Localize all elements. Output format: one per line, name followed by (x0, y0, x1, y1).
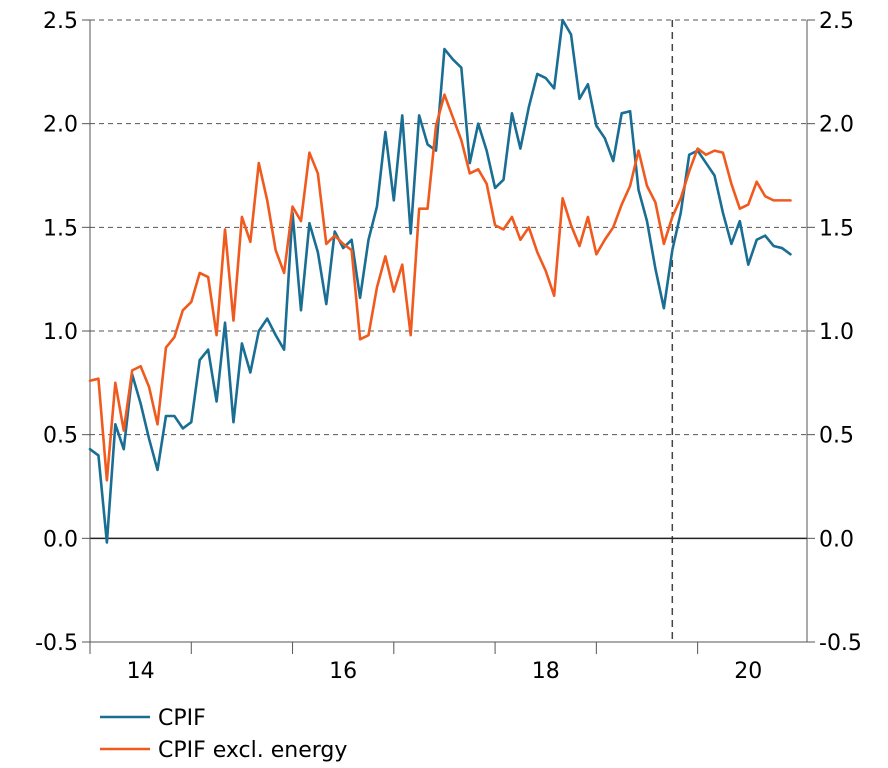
y-tick-label-left: 0.5 (43, 424, 78, 449)
y-tick-label-left: 1.0 (43, 320, 78, 345)
x-tick-label: 14 (127, 659, 155, 684)
y-tick-label-left: 1.5 (43, 216, 78, 241)
series-lines (88, 18, 792, 544)
y-tick-label-right: 2.0 (819, 113, 854, 138)
y-tick-label-left: 2.0 (43, 113, 78, 138)
y-tick-label-left: 0.0 (43, 527, 78, 552)
x-tick-label: 18 (532, 659, 560, 684)
y-tick-label-right: 0.0 (819, 527, 854, 552)
legend: CPIF CPIF excl. energy (100, 706, 347, 763)
tick-labels: 2.5 2.5 2.0 2.0 1.5 1.5 1.0 1.0 0.5 0.5 0.0 0.0 -0.5… (35, 9, 862, 684)
axes (82, 19, 815, 654)
y-tick-label-right: 1.5 (819, 216, 854, 241)
series-line-cpif (88, 18, 792, 544)
y-tick-label-right: 0.5 (819, 424, 854, 449)
legend-label-cpif: CPIF (158, 706, 206, 731)
x-tick-label: 16 (329, 659, 357, 684)
x-tick-label: 20 (734, 659, 762, 684)
y-tick-label-right: 1.0 (819, 320, 854, 345)
y-tick-label-left: -0.5 (35, 631, 78, 656)
y-tick-label-right: 2.5 (819, 9, 854, 34)
y-tick-label-left: 2.5 (43, 9, 78, 34)
gridlines (90, 19, 807, 643)
series-line-cpif_ex_energy (88, 93, 792, 482)
y-tick-label-right: -0.5 (819, 631, 862, 656)
legend-label-cpif_ex_energy: CPIF excl. energy (158, 738, 347, 763)
